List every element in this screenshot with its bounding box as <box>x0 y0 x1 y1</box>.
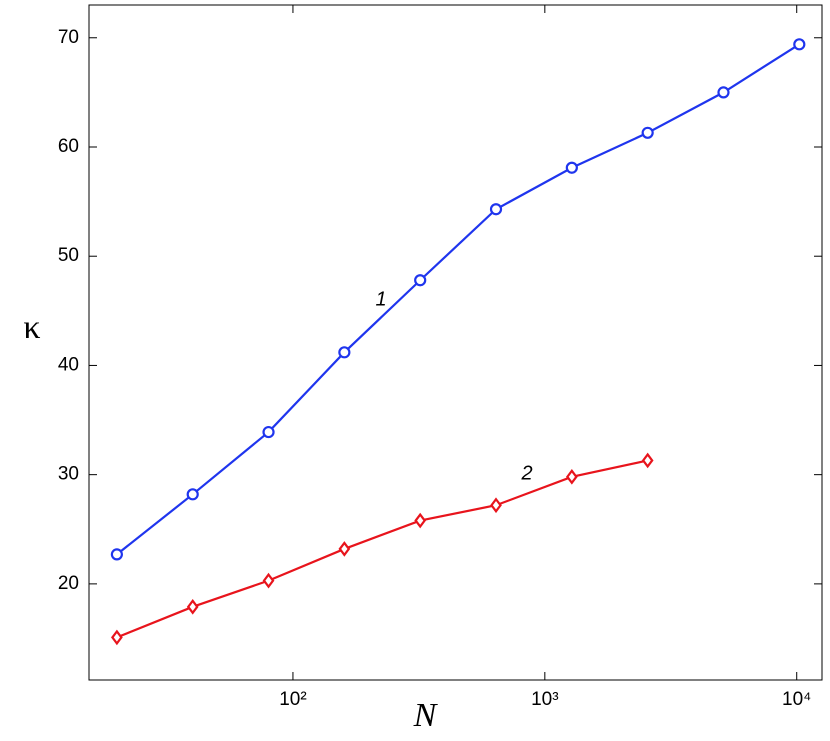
y-tick-label: 50 <box>58 245 79 266</box>
point <box>186 488 199 501</box>
y-tick-label: 70 <box>58 27 79 48</box>
series-label: 2 <box>520 462 532 484</box>
point <box>641 452 654 469</box>
x-axis-title: N <box>413 697 439 734</box>
plot-frame <box>88 4 823 681</box>
x-tick-label: 10² <box>279 689 306 710</box>
point <box>641 126 654 139</box>
point <box>110 548 123 561</box>
point <box>186 598 199 615</box>
point <box>793 38 806 51</box>
point <box>565 161 578 174</box>
point <box>414 512 427 529</box>
point <box>262 425 275 439</box>
x-tick-label: 10⁴ <box>782 689 811 710</box>
point <box>338 346 351 359</box>
y-tick-label: 30 <box>58 464 79 485</box>
point <box>490 497 502 514</box>
point <box>338 541 351 557</box>
point <box>489 203 503 216</box>
point <box>717 86 730 99</box>
y-tick-label: 60 <box>58 136 79 157</box>
y-axis-title: κ <box>23 309 40 346</box>
point <box>565 469 578 485</box>
series-label: 1 <box>375 288 386 310</box>
series-line <box>116 459 648 639</box>
point <box>262 572 275 589</box>
y-tick-label: 20 <box>58 573 79 594</box>
x-tick-label: 10³ <box>531 689 558 710</box>
point <box>111 629 123 646</box>
series-line <box>116 43 800 556</box>
point <box>414 274 427 287</box>
y-tick-label: 40 <box>58 354 79 375</box>
